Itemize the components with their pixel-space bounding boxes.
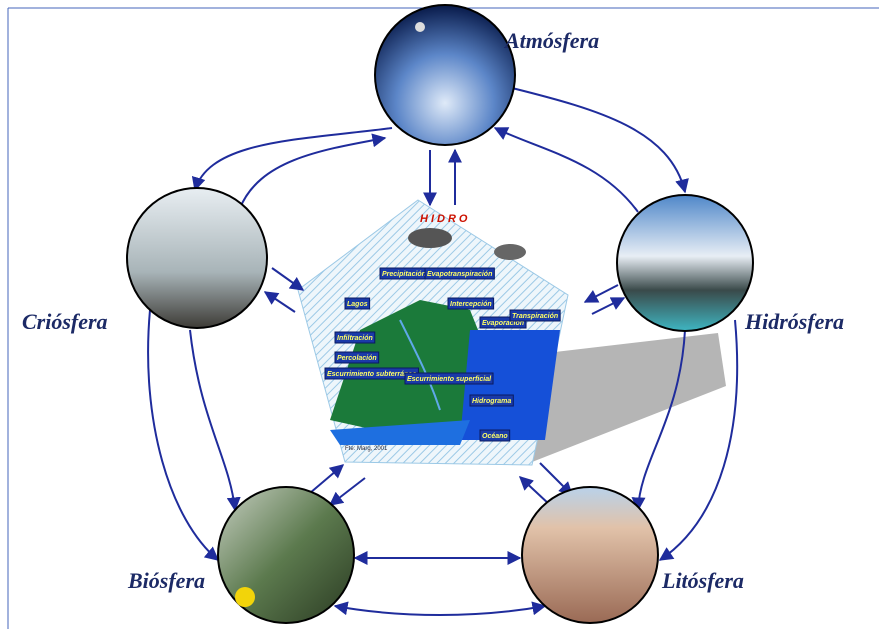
cycle-label: Hidrograma — [472, 398, 511, 405]
sphere-label: Criósfera — [22, 309, 108, 334]
cryosphere-image — [126, 187, 268, 329]
cycle-label: Océano — [482, 433, 508, 440]
hydrosphere-image — [616, 194, 754, 332]
cycle-label: Evaporación — [482, 320, 524, 327]
sphere-label: Litósfera — [661, 568, 744, 593]
flower — [235, 587, 255, 607]
cycle-label: Intercepción — [450, 301, 492, 308]
cycle-label: Lagos — [347, 301, 368, 308]
moon — [415, 22, 425, 32]
atmosphere-image — [374, 4, 516, 146]
shadow — [532, 333, 726, 462]
label-box — [344, 297, 371, 310]
sphere-label: Biósfera — [127, 568, 205, 593]
cycle-label: Percolación — [337, 355, 377, 362]
biosphere-image — [217, 486, 355, 624]
label-box — [479, 429, 511, 442]
cycle-label: Precipitación — [382, 271, 426, 278]
label-box — [469, 394, 514, 407]
label-box — [424, 267, 495, 280]
label-box — [509, 309, 561, 322]
cycle-label: Transpiración — [512, 313, 558, 320]
arrows — [147, 87, 739, 616]
label-box — [447, 297, 495, 310]
center-source: Fte: Marg, 2001 — [345, 446, 388, 452]
lithosphere-image — [521, 486, 659, 624]
cycle-label: Evapotranspiración — [427, 271, 492, 278]
sphere-label: Hidrósfera — [744, 309, 844, 334]
label-box — [334, 331, 376, 344]
center-title: HIDRO — [420, 213, 470, 225]
label-box — [334, 351, 380, 364]
label-box — [404, 372, 494, 385]
cycle-label: Escurrimiento superficial — [407, 376, 492, 383]
cycle-label: Escurrimiento subterráneo — [327, 371, 417, 378]
cycle-label: Infiltración — [337, 335, 373, 342]
sphere-label: Atmósfera — [503, 28, 599, 53]
label-box — [479, 316, 527, 329]
